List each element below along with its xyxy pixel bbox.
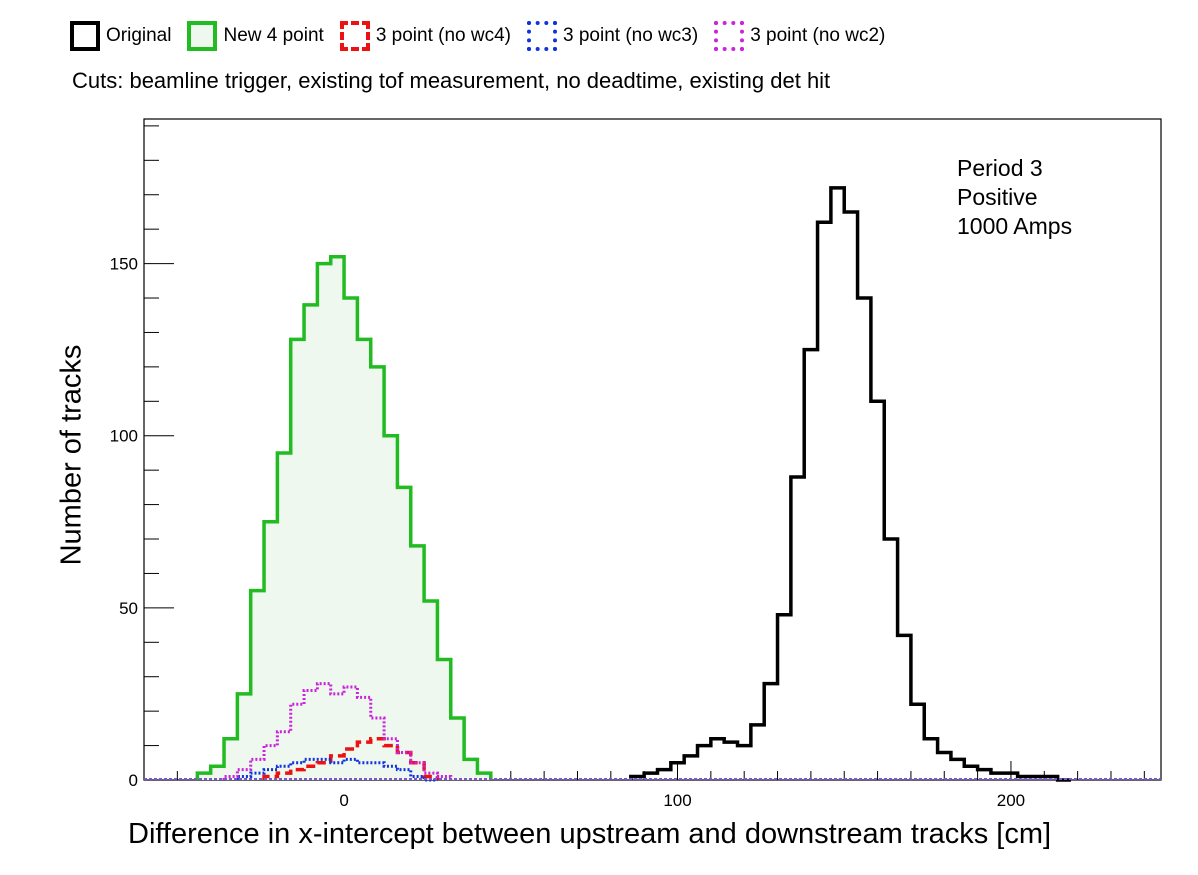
bin-original-18	[871, 401, 884, 780]
bin-original-20	[898, 635, 911, 780]
bin-new-4-point-2	[224, 739, 237, 780]
plot-frame	[143, 118, 1162, 781]
bin-original-5	[698, 746, 711, 780]
bin-original-17	[858, 298, 871, 780]
legend-item-new-4-point: New 4 point	[187, 21, 324, 51]
legend-item-3-point-no-wc2: 3 point (no wc2)	[714, 21, 885, 51]
bin-3-point-no-wc2-3	[264, 746, 277, 780]
bin-original-10	[764, 684, 777, 780]
x-tick-label-0: 0	[339, 791, 348, 810]
legend-swatch-original	[70, 21, 100, 51]
legend-label-3-point-no-wc3: 3 point (no wc3)	[563, 25, 699, 46]
annotation-polarity: Positive	[957, 184, 1038, 210]
bin-original-9	[751, 725, 764, 780]
bin-3-point-no-wc2-7	[317, 684, 330, 780]
series-line-3-point-no-wc4	[262, 736, 440, 780]
x-axis-title: Difference in x-intercept between upstre…	[128, 818, 1052, 850]
bin-original-0	[631, 777, 644, 780]
bin-3-point-no-wc2-2	[251, 759, 264, 780]
bin-3-point-no-wc2-6	[304, 690, 317, 780]
bin-new-4-point-15	[397, 487, 410, 780]
bin-original-3	[671, 763, 684, 780]
series-line-new-4-point	[195, 254, 493, 780]
legend-swatch-3-point-no-wc4	[339, 21, 370, 51]
bin-original-6	[711, 739, 724, 780]
legend-swatch-3-point-no-wc3	[527, 21, 558, 51]
bin-original-8	[738, 746, 751, 780]
cuts-caption: Cuts: beamline trigger, existing tof mea…	[72, 68, 831, 93]
legend-swatch-new-4-point	[187, 21, 218, 51]
bin-original-11	[778, 615, 791, 780]
series-fill-new-4-point	[197, 256, 491, 780]
legend-item-3-point-no-wc3: 3 point (no wc3)	[527, 21, 698, 51]
bin-original-15	[831, 188, 844, 780]
bin-new-4-point-14	[384, 436, 397, 780]
bin-new-4-point-1	[211, 766, 224, 780]
annotation-current: 1000 Amps	[957, 213, 1073, 239]
series-line-original	[629, 186, 1071, 782]
bin-3-point-no-wc2-5	[291, 704, 304, 780]
y-tick-label-50: 50	[119, 599, 138, 618]
legend-label-3-point-no-wc4: 3 point (no wc4)	[375, 25, 512, 46]
legend: Original New 4 point 3 point (no wc4) 3 …	[70, 16, 901, 56]
series-line-3-point-no-wc3	[235, 757, 438, 782]
bin-original-14	[818, 222, 831, 780]
bin-original-30	[1031, 777, 1044, 780]
bin-3-point-no-wc2-8	[331, 694, 344, 780]
bin-new-4-point-3	[237, 694, 250, 780]
bin-original-12	[791, 477, 804, 780]
y-axis-title: Number of tracks	[55, 344, 88, 566]
bin-new-4-point-18	[437, 660, 450, 780]
bin-3-point-no-wc2-9	[344, 687, 357, 780]
bin-new-4-point-17	[424, 601, 437, 780]
x-tick-label-100: 100	[663, 791, 691, 810]
annotation-period: Period 3	[957, 155, 1043, 181]
bin-original-7	[724, 742, 737, 780]
bin-original-25	[964, 766, 977, 780]
bin-3-point-no-wc2-13	[397, 752, 410, 780]
y-tick-label-100: 100	[110, 427, 138, 446]
legend-swatch-3-point-no-wc2	[714, 21, 745, 51]
period-annotation: Period 3 Positive 1000 Amps	[957, 154, 1072, 241]
legend-item-original: Original	[70, 21, 171, 51]
bin-original-27	[991, 773, 1004, 780]
legend-item-3-point-no-wc4: 3 point (no wc4)	[339, 21, 512, 51]
bin-new-4-point-19	[451, 718, 464, 780]
legend-label-3-point-no-wc2: 3 point (no wc2)	[750, 25, 886, 46]
bin-3-point-no-wc2-4	[277, 732, 290, 780]
bin-original-22	[924, 739, 937, 780]
bin-3-point-no-wc2-12	[384, 739, 397, 780]
bin-original-24	[951, 759, 964, 780]
y-tick-label-150: 150	[110, 255, 138, 274]
bin-new-4-point-4	[251, 591, 264, 780]
bin-original-16	[844, 212, 857, 780]
bin-new-4-point-16	[411, 546, 424, 780]
bin-3-point-no-wc2-14	[411, 763, 424, 780]
bin-3-point-no-wc2-11	[371, 718, 384, 780]
bin-original-13	[804, 350, 817, 780]
bin-original-19	[884, 539, 897, 780]
bin-new-4-point-20	[464, 759, 477, 780]
bin-original-21	[911, 704, 924, 780]
bin-original-4	[684, 756, 697, 780]
x-tick-label-200: 200	[997, 791, 1025, 810]
bin-new-4-point-5	[264, 522, 277, 780]
legend-label-original: Original	[106, 25, 172, 46]
y-tick-label-0: 0	[129, 771, 138, 790]
bin-original-23	[938, 752, 951, 780]
bin-3-point-no-wc2-10	[357, 697, 370, 780]
series-line-3-point-no-wc2	[222, 682, 453, 780]
legend-label-new-4-point: New 4 point	[223, 25, 324, 46]
